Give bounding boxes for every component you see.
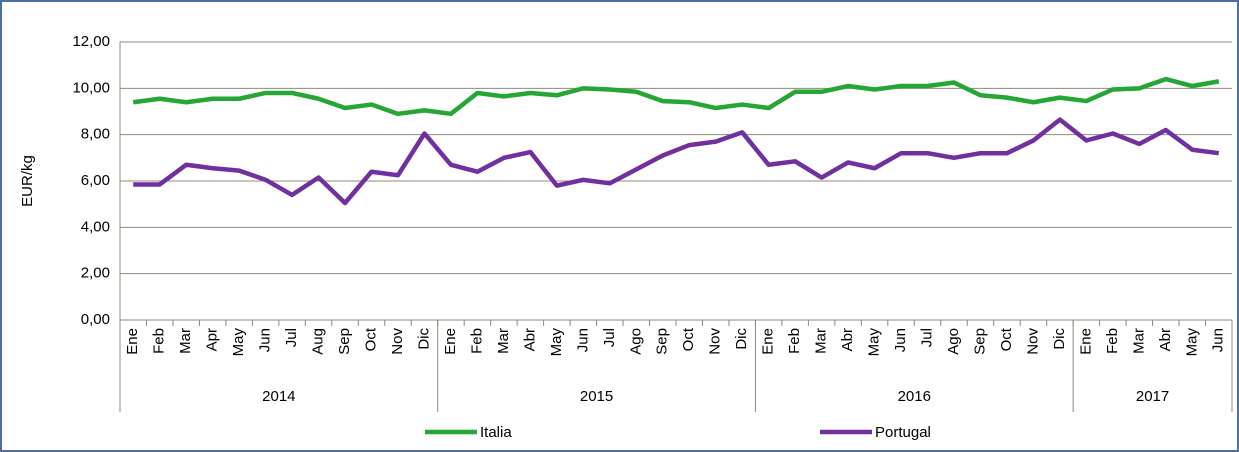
x-tick-label: Sep	[654, 328, 671, 355]
x-tick-label: Jul	[283, 328, 300, 347]
x-tick-label: Jun	[1210, 328, 1227, 352]
x-tick-label: Ago	[627, 328, 644, 355]
x-tick-label: Nov	[707, 328, 724, 355]
x-tick-label: Nov	[389, 328, 406, 355]
x-tick-label: Jul	[918, 328, 935, 347]
x-tick-label: Oct	[362, 327, 379, 351]
x-tick-label: Feb	[1104, 328, 1121, 354]
x-tick-label: Apr	[204, 328, 221, 351]
x-tick-label: Feb	[786, 328, 803, 354]
x-tick-label: May	[866, 328, 883, 357]
x-tick-label: Sep	[971, 328, 988, 355]
x-tick-label: Oct	[680, 327, 697, 351]
x-tick-label: Dic	[1051, 328, 1068, 350]
x-tick-label: Aug	[310, 328, 327, 355]
y-axis-label: EUR/kg	[19, 155, 36, 207]
x-tick-label: Ene	[442, 328, 459, 355]
x-tick-label: Ene	[124, 328, 141, 355]
x-tick-label: May	[230, 328, 247, 357]
y-tick-label: 4,00	[81, 218, 110, 235]
x-tick-label: Mar	[1130, 328, 1147, 354]
legend-label: Portugal	[875, 424, 931, 441]
x-tick-label: Dic	[733, 328, 750, 350]
legend-label: Italia	[480, 424, 512, 441]
x-tick-label: Ago	[945, 328, 962, 355]
x-tick-label: Jun	[892, 328, 909, 352]
x-tick-label: Feb	[151, 328, 168, 354]
x-tick-label: Ene	[760, 328, 777, 355]
y-tick-label: 0,00	[81, 311, 110, 328]
x-tick-label: Jul	[601, 328, 618, 347]
y-tick-label: 10,00	[72, 79, 110, 96]
x-tick-label: Abr	[839, 328, 856, 351]
x-tick-label: Feb	[468, 328, 485, 354]
x-tick-label: Dic	[415, 328, 432, 350]
y-tick-label: 6,00	[81, 172, 110, 189]
x-tick-label: Mar	[495, 328, 512, 354]
x-tick-label: Abr	[521, 328, 538, 351]
group-label: 2016	[898, 388, 931, 405]
y-tick-label: 2,00	[81, 265, 110, 282]
x-tick-label: Mar	[813, 328, 830, 354]
x-tick-label: Mar	[177, 328, 194, 354]
x-tick-label: Oct	[998, 327, 1015, 351]
x-tick-label: Abr	[1157, 328, 1174, 351]
x-tick-label: Nov	[1024, 328, 1041, 355]
x-tick-label: May	[548, 328, 565, 357]
data-line	[133, 117, 1220, 206]
group-label: 2017	[1136, 388, 1169, 405]
data-line	[132, 76, 1220, 117]
x-tick-label: May	[1183, 328, 1200, 357]
x-tick-label: Jun	[257, 328, 274, 352]
group-label: 2014	[262, 388, 295, 405]
x-tick-label: Jun	[574, 328, 591, 352]
group-label: 2015	[580, 388, 613, 405]
x-tick-label: Ene	[1077, 328, 1094, 355]
y-tick-label: 8,00	[81, 126, 110, 143]
y-tick-label: 12,00	[72, 33, 110, 50]
x-tick-label: Sep	[336, 328, 353, 355]
